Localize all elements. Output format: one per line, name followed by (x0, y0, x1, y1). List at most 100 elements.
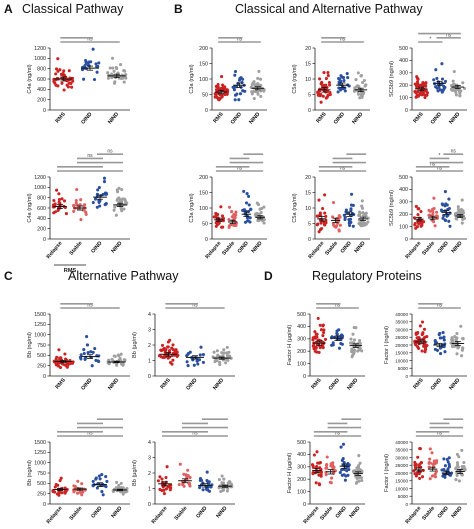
data-point (62, 69, 66, 73)
data-point (342, 79, 346, 83)
x-tick-label: RMS (55, 377, 68, 390)
y-axis-label: SC5b9 (ng/ml) (389, 61, 395, 97)
data-point (415, 80, 420, 84)
data-point (456, 463, 460, 467)
y-tick-label: 500 (37, 481, 46, 487)
data-point (215, 349, 219, 353)
data-point (105, 479, 109, 483)
data-point (446, 460, 450, 464)
x-tick-label: NIND (215, 505, 228, 519)
y-tick-label: 10 (305, 206, 311, 212)
data-point (110, 56, 115, 60)
y-tick-label: 300 (399, 200, 408, 206)
data-point (181, 482, 185, 487)
data-point (82, 351, 86, 356)
data-point (325, 462, 329, 467)
data-point (185, 354, 189, 358)
data-point (420, 223, 424, 227)
data-point (108, 66, 112, 70)
x-tick-label: NIND (346, 377, 359, 391)
data-point (93, 197, 98, 201)
data-point (315, 332, 319, 336)
data-point (171, 343, 175, 347)
section-title-regulatory: Regulatory Proteins (312, 269, 422, 283)
data-point (226, 354, 231, 358)
significance-label: ns (87, 37, 93, 43)
data-point (425, 93, 429, 97)
y-tick-label: 200 (37, 97, 46, 103)
y-tick-label: 20000 (395, 343, 408, 348)
data-point (455, 461, 460, 465)
chart-c4: 0 1 2 3 4 Bb (µg/ml) ns Relapse Stable OIND NIND (132, 418, 235, 525)
data-point (242, 189, 246, 193)
y-tick-label: 2 (148, 343, 151, 349)
y-tick-label: 200 (399, 83, 408, 89)
data-point (255, 201, 259, 205)
data-point (230, 210, 234, 214)
data-point (252, 90, 256, 94)
x-tick-label: NIND (107, 377, 120, 391)
x-tick-label: Stable (69, 505, 84, 521)
data-point (360, 220, 364, 224)
y-tick-label: 100 (199, 206, 208, 212)
data-point (349, 217, 353, 221)
data-point (349, 203, 354, 207)
data-point (316, 214, 320, 218)
data-point (345, 72, 349, 76)
data-point (156, 479, 160, 483)
data-point (330, 343, 334, 347)
y-tick-label: 0 (308, 108, 311, 114)
data-point (349, 207, 353, 211)
y-tick-label: 200 (37, 226, 46, 232)
data-point (102, 180, 107, 184)
x-tick-label: NIND (448, 377, 461, 391)
data-point (53, 202, 57, 206)
data-point (419, 220, 423, 224)
y-tick-label: 400 (399, 187, 408, 193)
x-tick-label: OIND (340, 240, 353, 254)
data-point (463, 468, 467, 472)
data-point (318, 77, 322, 81)
data-point (458, 93, 462, 98)
data-point (79, 353, 83, 357)
data-point (428, 447, 432, 451)
data-point (314, 481, 318, 485)
data-point (219, 489, 223, 494)
data-point (323, 84, 327, 88)
significance-label: ns (335, 431, 341, 437)
y-tick-label: 15000 (395, 351, 408, 356)
x-tick-label: Stable (69, 240, 84, 256)
data-point (96, 188, 100, 192)
data-point (53, 485, 57, 489)
data-point (241, 77, 245, 81)
data-point (122, 80, 126, 84)
data-point (324, 218, 328, 222)
data-point (113, 80, 117, 84)
data-point (90, 364, 94, 368)
y-tick-label: 3 (148, 327, 151, 333)
y-tick-label: 0 (148, 502, 151, 508)
data-point (430, 474, 434, 478)
x-tick-label: NIND (451, 240, 464, 254)
data-point (346, 76, 350, 80)
data-point (433, 339, 437, 343)
data-point (122, 490, 126, 494)
data-point (322, 71, 326, 75)
data-point (432, 196, 436, 200)
y-tick-label: 500 (399, 46, 408, 52)
data-point (461, 81, 465, 85)
data-point (241, 208, 245, 212)
data-point (321, 206, 325, 211)
x-tick-label: Stable (421, 505, 436, 521)
data-point (457, 90, 462, 94)
data-point (359, 224, 363, 228)
data-point (354, 481, 359, 485)
data-point (361, 80, 365, 85)
data-point (94, 477, 98, 481)
data-point (212, 215, 216, 219)
data-point (421, 81, 425, 85)
data-point (229, 356, 233, 360)
data-point (331, 471, 336, 475)
data-point (434, 469, 439, 473)
significance-label: ns (192, 431, 198, 437)
